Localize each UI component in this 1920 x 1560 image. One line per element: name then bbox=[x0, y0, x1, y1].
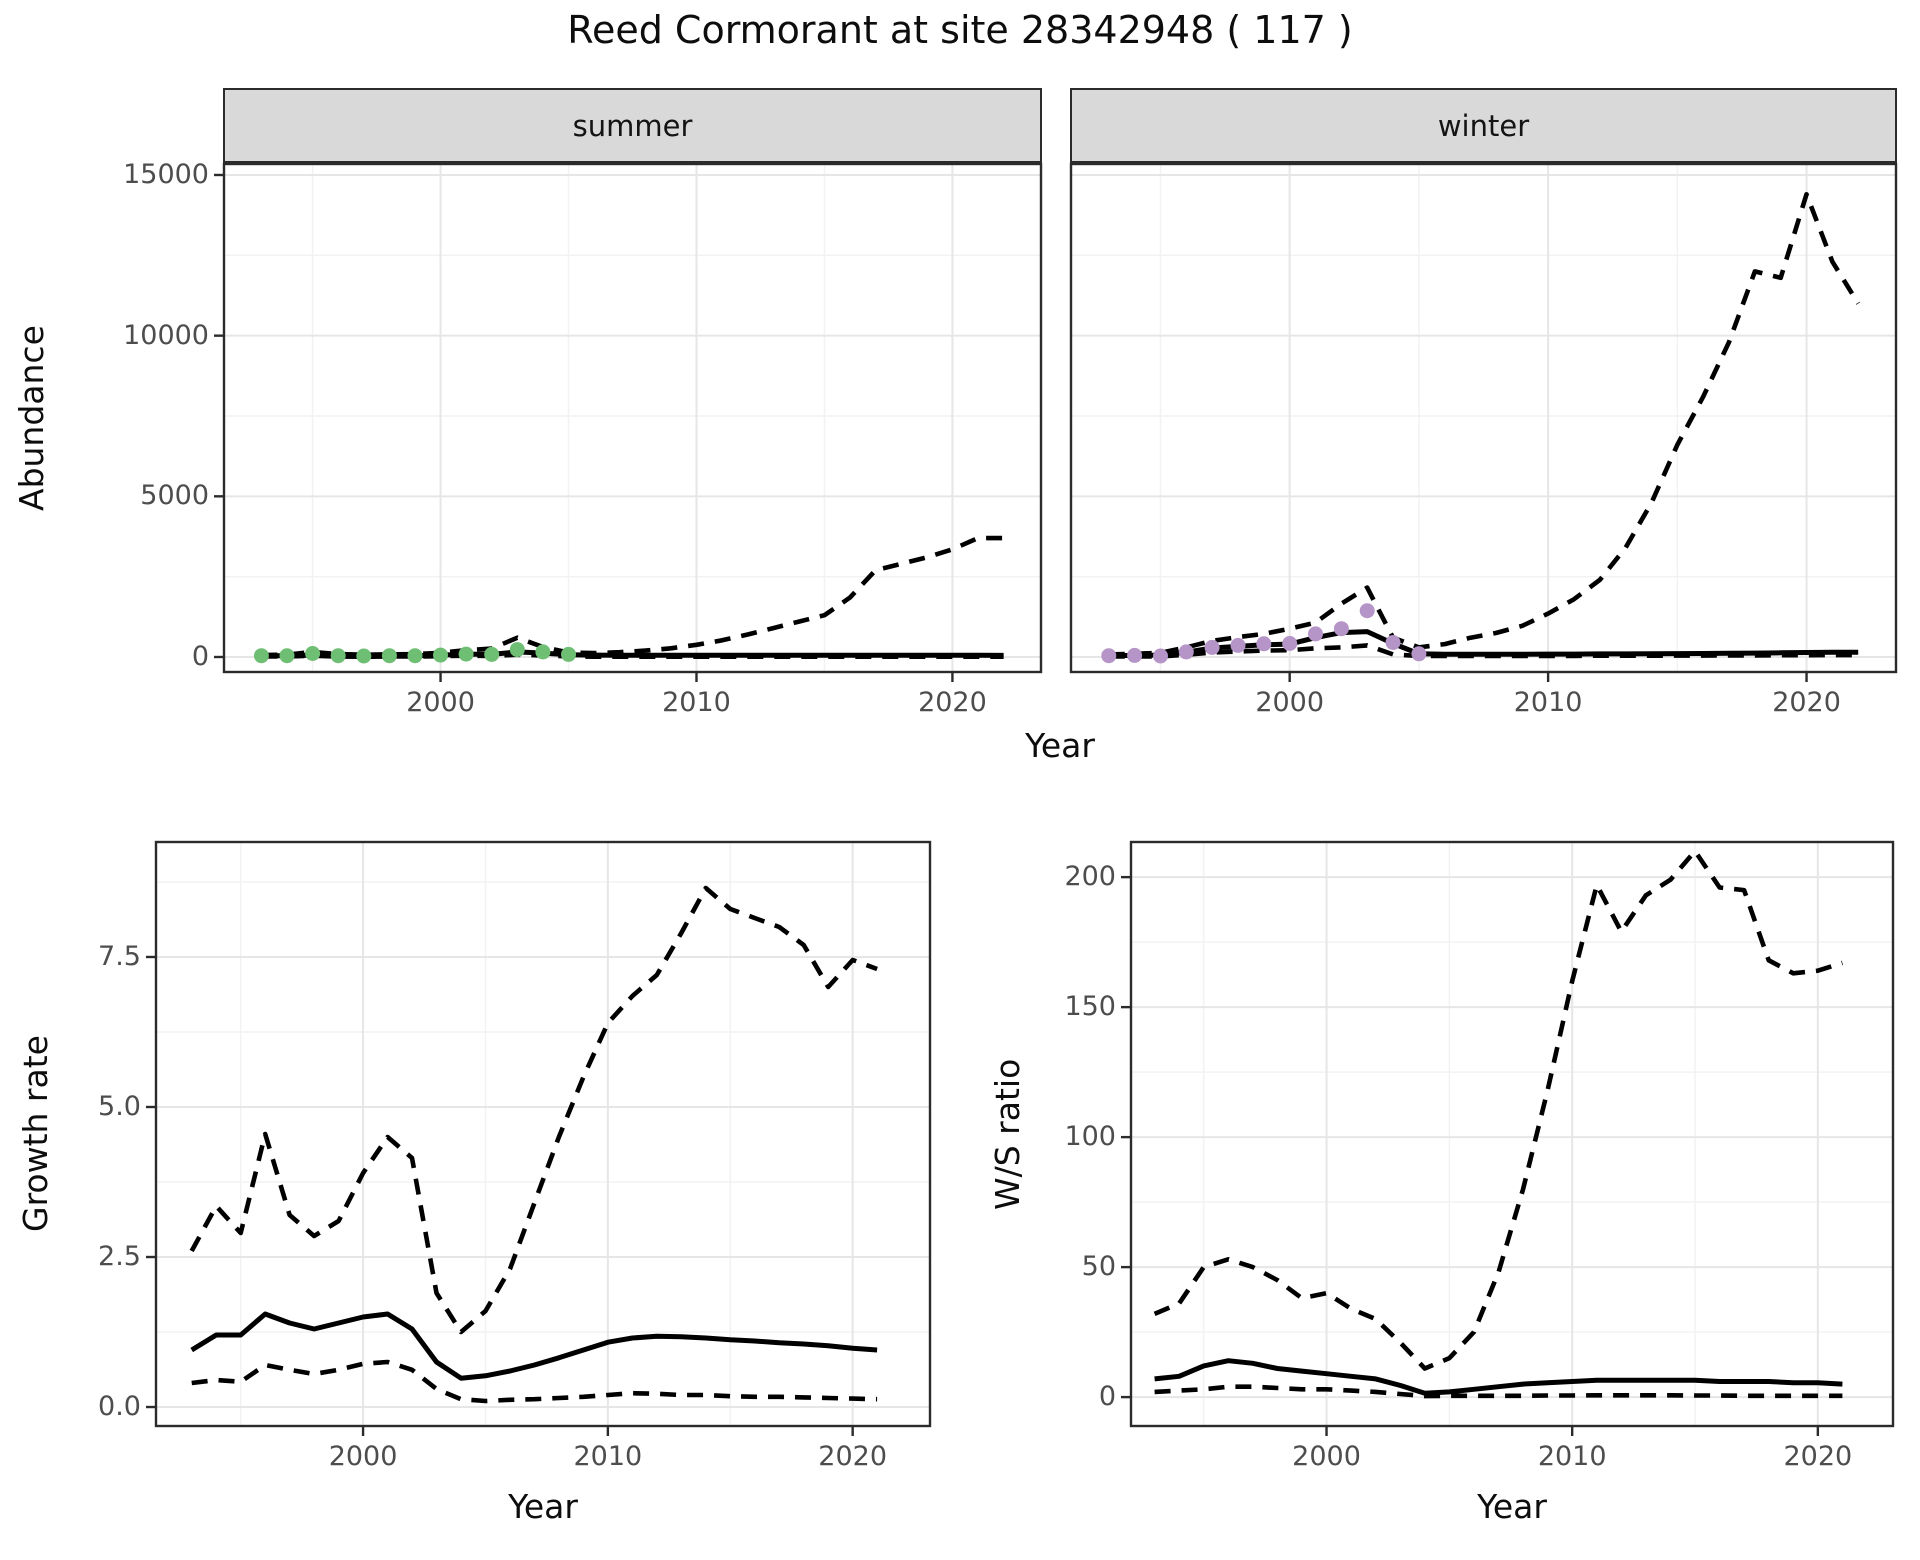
facet-strip-summer: summer bbox=[223, 88, 1042, 163]
y-tick-label: 10000 bbox=[123, 319, 209, 351]
observed_counts_summer-point bbox=[561, 646, 576, 662]
y-tick-label: 0 bbox=[1098, 1381, 1116, 1413]
observed_counts_summer-point bbox=[305, 646, 321, 661]
y-axis-title-growth-rate: Growth rate bbox=[16, 1035, 55, 1233]
facet-strip-winter-label: winter bbox=[1437, 108, 1530, 143]
y-tick-label: 2.5 bbox=[98, 1241, 141, 1272]
x-tick-label: 2010 bbox=[573, 1441, 643, 1472]
x-axis-title-year-top: Year bbox=[1025, 726, 1095, 765]
x-tick-label: 2000 bbox=[406, 687, 475, 718]
observed_counts_winter-point bbox=[1282, 636, 1298, 651]
x-axis-title-year-growth: Year bbox=[508, 1487, 578, 1526]
y-tick-label: 0 bbox=[191, 640, 209, 672]
panel-background bbox=[1070, 163, 1897, 673]
chart-panel-growth-rate bbox=[146, 840, 932, 1436]
upper_ci-line bbox=[189, 885, 878, 1335]
observed_counts_summer-point bbox=[356, 648, 372, 664]
model_fit-line bbox=[1154, 1358, 1843, 1396]
observed_counts_summer-point bbox=[535, 644, 551, 660]
x-tick-label: 2000 bbox=[1255, 687, 1325, 718]
y-tick-label: 0.0 bbox=[98, 1391, 141, 1423]
x-tick-label: 2020 bbox=[818, 1441, 888, 1472]
x-tick-label: 2020 bbox=[1772, 687, 1841, 718]
chart-panel-abundance-winter bbox=[1069, 162, 1898, 682]
y-tick-label: 150 bbox=[1064, 991, 1116, 1023]
x-tick-label: 2010 bbox=[662, 687, 731, 718]
observed_counts_winter-point bbox=[1411, 646, 1427, 662]
observed_counts_winter-point bbox=[1127, 647, 1143, 663]
x-tick-label: 2020 bbox=[918, 687, 987, 718]
observed_counts_summer-point bbox=[509, 642, 525, 658]
observed_counts_summer-point bbox=[458, 646, 474, 662]
observed_counts_winter-point bbox=[1204, 639, 1220, 655]
observed_counts_summer-point bbox=[484, 646, 500, 662]
y-tick-label: 100 bbox=[1064, 1121, 1116, 1153]
observed_counts_summer-point bbox=[330, 648, 346, 664]
observed_counts_summer-point bbox=[433, 647, 448, 663]
observed_counts_winter-point bbox=[1101, 648, 1117, 664]
panel-background bbox=[1130, 841, 1894, 1427]
observed_counts_winter-point bbox=[1256, 636, 1272, 652]
y-axis-title-abundance: Abundance bbox=[12, 325, 51, 511]
plot-title: Reed Cormorant at site 28342948 ( 117 ) bbox=[567, 8, 1353, 52]
model_fit-line bbox=[190, 1311, 878, 1381]
observed_counts_winter-point bbox=[1308, 626, 1323, 642]
x-tick-label: 2000 bbox=[328, 1441, 398, 1472]
panel-border bbox=[1129, 840, 1895, 1428]
observed_counts_winter-point bbox=[1333, 621, 1349, 637]
observed_counts_winter-point bbox=[1153, 648, 1168, 664]
observed_counts_summer-point bbox=[407, 648, 423, 664]
facet-strip-summer-label: summer bbox=[572, 108, 693, 143]
observed_counts_winter-point bbox=[1385, 635, 1401, 650]
x-tick-label: 2000 bbox=[1292, 1441, 1361, 1472]
y-tick-label: 5000 bbox=[140, 480, 209, 512]
observed_counts_winter-point bbox=[1230, 637, 1246, 653]
panel-border bbox=[222, 162, 1043, 674]
x-axis-title-year-ws: Year bbox=[1477, 1487, 1547, 1526]
y-tick-label: 7.5 bbox=[98, 940, 141, 972]
y-tick-label: 5.0 bbox=[98, 1090, 141, 1122]
chart-panel-abundance-summer bbox=[214, 162, 1043, 682]
observed_counts_summer-point bbox=[279, 648, 295, 664]
lower_ci-line bbox=[1154, 1384, 1843, 1399]
y-tick-label: 50 bbox=[1081, 1251, 1116, 1283]
x-tick-label: 2010 bbox=[1513, 687, 1583, 718]
upper_ci-line bbox=[1153, 848, 1844, 1371]
observed_counts_summer-point bbox=[381, 648, 397, 664]
y-tick-label: 15000 bbox=[123, 158, 209, 190]
observed_counts_summer-point bbox=[253, 648, 269, 664]
panel-border bbox=[154, 840, 932, 1428]
x-tick-label: 2020 bbox=[1783, 1441, 1853, 1472]
observed_counts_winter-point bbox=[1178, 644, 1194, 660]
observed_counts_winter-point bbox=[1359, 603, 1375, 619]
lower_ci-line bbox=[191, 1359, 878, 1404]
panel-background bbox=[155, 841, 931, 1427]
y-tick-label: 200 bbox=[1064, 861, 1116, 893]
panel-background bbox=[223, 163, 1042, 673]
facet-strip-winter: winter bbox=[1070, 88, 1897, 163]
x-tick-label: 2010 bbox=[1537, 1441, 1607, 1472]
chart-panel-ws-ratio bbox=[1121, 840, 1895, 1436]
panel-border bbox=[1069, 162, 1898, 674]
